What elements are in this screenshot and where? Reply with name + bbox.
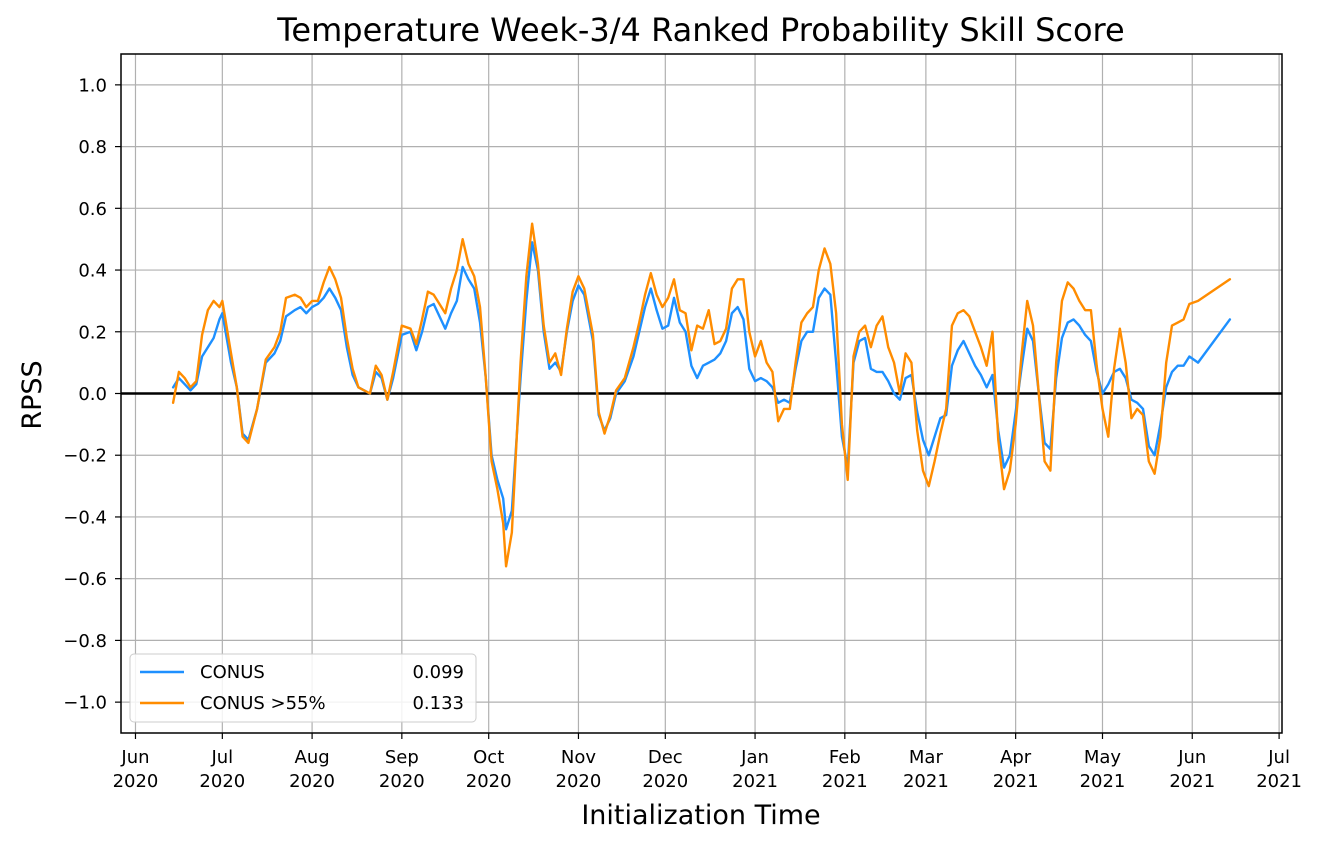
legend-value-conus-55: 0.133 <box>412 693 464 714</box>
y-tick-label: −1.0 <box>63 693 107 714</box>
x-tick-month-label: May <box>1084 747 1122 768</box>
x-tick-month-label: Feb <box>829 747 861 768</box>
x-tick-month-label: Jun <box>1177 747 1206 768</box>
x-tick-year-label: 2020 <box>556 771 602 792</box>
x-tick-month-label: Dec <box>648 747 683 768</box>
legend-label-conus: CONUS <box>200 662 265 683</box>
x-tick-year-label: 2021 <box>1169 771 1215 792</box>
legend-label-conus-55: CONUS >55% <box>200 693 326 714</box>
x-tick-year-label: 2021 <box>822 771 868 792</box>
x-tick-year-label: 2020 <box>289 771 335 792</box>
y-tick-label: −0.2 <box>63 446 107 467</box>
y-tick-label: 0.4 <box>78 261 107 282</box>
x-tick-year-label: 2020 <box>379 771 425 792</box>
y-axis-ticks: 1.0 0.8 0.6 0.4 0.2 0.0 −0.2 −0.4 −0.6 −0.8 −1.0 <box>63 75 121 714</box>
x-tick-year-label: 2020 <box>642 771 688 792</box>
x-tick-month-label: Jul <box>210 747 233 768</box>
x-axis-label: Initialization Time <box>581 800 820 831</box>
y-tick-label: 0.0 <box>78 384 107 405</box>
legend: CONUS 0.099 CONUS >55% 0.133 <box>129 653 477 723</box>
y-tick-label: 1.0 <box>78 75 107 96</box>
series-line-conus-55 <box>171 222 1232 568</box>
x-tick-year-label: 2021 <box>1256 771 1302 792</box>
y-tick-label: 0.2 <box>78 322 107 343</box>
y-tick-label: 0.8 <box>78 137 107 158</box>
x-tick-month-label: Jul <box>1267 747 1290 768</box>
y-tick-label: −0.8 <box>63 631 107 652</box>
y-tick-label: 0.6 <box>78 199 107 220</box>
x-tick-month-label: Aug <box>295 747 330 768</box>
y-tick-label: −0.4 <box>63 507 107 528</box>
x-tick-month-label: Sep <box>385 747 419 768</box>
x-tick-year-label: 2020 <box>113 771 159 792</box>
x-axis-ticks: Jun 2020 Jul 2020 Aug 2020 Sep 2020 Oct 2020 Nov 20… <box>113 733 1302 792</box>
x-tick-month-label: Mar <box>909 747 944 768</box>
legend-box <box>129 653 477 723</box>
x-tick-month-label: Nov <box>561 747 596 768</box>
x-tick-month-label: Jun <box>120 747 149 768</box>
x-tick-year-label: 2021 <box>903 771 949 792</box>
x-tick-year-label: 2020 <box>466 771 512 792</box>
chart-title: Temperature Week-3/4 Ranked Probability … <box>276 11 1124 49</box>
x-tick-year-label: 2021 <box>732 771 778 792</box>
x-tick-year-label: 2020 <box>199 771 245 792</box>
legend-value-conus: 0.099 <box>412 662 464 683</box>
x-tick-year-label: 2021 <box>993 771 1039 792</box>
x-tick-month-label: Apr <box>1000 747 1032 768</box>
x-tick-month-label: Oct <box>473 747 504 768</box>
x-tick-year-label: 2021 <box>1080 771 1126 792</box>
y-axis-label: RPSS <box>17 360 48 429</box>
x-tick-month-label: Jan <box>740 747 769 768</box>
y-tick-label: −0.6 <box>63 569 107 590</box>
series-lines <box>171 222 1232 568</box>
